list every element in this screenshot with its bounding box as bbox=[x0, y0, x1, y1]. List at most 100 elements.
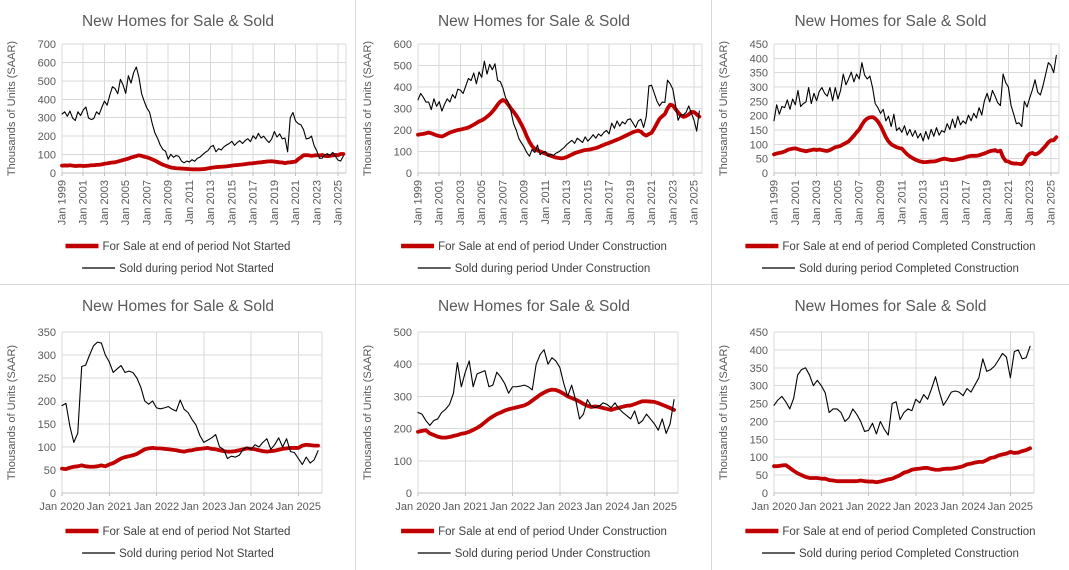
sold-series-line bbox=[773, 54, 1057, 142]
y-tick-label: 350 bbox=[750, 363, 768, 375]
x-tick-label: Jan 2022 bbox=[490, 501, 535, 513]
x-tick-label: Jan 2023 bbox=[1024, 180, 1036, 225]
y-tick-label: 450 bbox=[750, 327, 768, 339]
y-tick-label: 300 bbox=[38, 350, 56, 362]
y-tick-label: 0 bbox=[406, 488, 412, 500]
x-tick-label: Jan 2019 bbox=[982, 180, 994, 225]
y-tick-label: 50 bbox=[44, 465, 56, 477]
y-axis-title: Thousands of Units (SAAR) bbox=[6, 345, 18, 480]
chart-canvas: 0 50 100 150 200 250 300 350 400 450 Jan 1999 Jan 2… bbox=[718, 13, 1060, 275]
y-tick-label: 0 bbox=[406, 168, 412, 180]
y-tick-label: 350 bbox=[38, 327, 56, 339]
y-tick-label: 500 bbox=[38, 76, 56, 88]
legend-entry-for-sale: For Sale at end of period Completed Cons… bbox=[745, 526, 1036, 538]
x-tick-label: Jan 2001 bbox=[434, 180, 446, 225]
y-tick-label: 300 bbox=[750, 381, 768, 393]
x-tick-label: Jan 1999 bbox=[413, 180, 425, 225]
x-tick-label: Jan 2022 bbox=[134, 501, 179, 513]
x-tick-label: Jan 1999 bbox=[57, 180, 69, 225]
sold-series-line bbox=[773, 345, 1031, 436]
y-axis-title: Thousands of Units (SAAR) bbox=[362, 41, 374, 176]
legend-label: For Sale at end of period Not Started bbox=[103, 241, 291, 253]
y-tick-label: 0 bbox=[762, 488, 768, 500]
x-tick-label: Jan 2015 bbox=[939, 180, 951, 225]
y-tick-label: 600 bbox=[394, 39, 412, 51]
y-tick-label: 0 bbox=[50, 168, 56, 180]
chart-title: New Homes for Sale & Sold bbox=[438, 298, 630, 315]
x-tick-label: Jan 2025 bbox=[632, 501, 677, 513]
for-sale-series-line bbox=[416, 387, 676, 440]
y-tick-label: 100 bbox=[750, 139, 768, 151]
y-axis-title: Thousands of Units (SAAR) bbox=[718, 41, 730, 176]
x-tick-label: Jan 2009 bbox=[519, 180, 531, 225]
y-tick-label: 100 bbox=[750, 452, 768, 464]
legend-label: For Sale at end of period Completed Cons… bbox=[782, 526, 1035, 538]
x-tick-label: Jan 2021 bbox=[87, 501, 132, 513]
x-tick-label: Jan 2021 bbox=[646, 180, 658, 225]
x-tick-label: Jan 2025 bbox=[333, 180, 345, 225]
chart-panel-completed-2020[interactable]: 0 50 100 150 200 250 300 350 400 450 Jan 2020 Jan 2… bbox=[712, 285, 1069, 570]
chart-title: New Homes for Sale & Sold bbox=[438, 13, 630, 30]
y-tick-label: 100 bbox=[394, 456, 412, 468]
legend-entry-for-sale: For Sale at end of period Under Construc… bbox=[401, 241, 667, 253]
chart-panel-under-construction-2020[interactable]: 0 100 200 300 400 500 Jan 2020 Jan 2021 Jan 2022… bbox=[356, 285, 712, 570]
x-tick-label: Jan 2015 bbox=[226, 180, 238, 225]
legend-entry-sold: Sold during period Not Started bbox=[82, 548, 274, 560]
x-tick-label: Jan 2013 bbox=[918, 180, 930, 225]
y-tick-label: 200 bbox=[38, 131, 56, 143]
y-tick-label: 200 bbox=[394, 125, 412, 137]
x-tick-label: Jan 2003 bbox=[811, 180, 823, 225]
legend-entry-sold: Sold during period Under Construction bbox=[417, 263, 651, 275]
x-tick-label: Jan 2007 bbox=[141, 180, 153, 225]
legend-entry-sold: Sold during period Completed Constructio… bbox=[762, 548, 1019, 560]
y-tick-label: 450 bbox=[750, 39, 768, 51]
x-tick-label: Jan 2009 bbox=[163, 180, 175, 225]
y-tick-label: 400 bbox=[394, 359, 412, 371]
y-tick-label: 300 bbox=[750, 82, 768, 94]
y-tick-label: 400 bbox=[394, 82, 412, 94]
y-tick-label: 100 bbox=[38, 150, 56, 162]
x-tick-label: Jan 2024 bbox=[228, 501, 273, 513]
legend-label: For Sale at end of period Under Construc… bbox=[438, 241, 667, 253]
legend-entry-for-sale: For Sale at end of period Not Started bbox=[65, 241, 291, 253]
chart-panel-not-started-2020[interactable]: 0 50 100 150 200 250 300 350 Jan 2020 Jan 2021 Jan… bbox=[0, 285, 356, 570]
legend-label: Sold during period Not Started bbox=[119, 548, 274, 560]
y-tick-label: 300 bbox=[394, 391, 412, 403]
legend-label: Sold during period Not Started bbox=[119, 263, 274, 275]
y-tick-label: 0 bbox=[50, 488, 56, 500]
x-tick-label: Jan 2003 bbox=[455, 180, 467, 225]
chart-panel-not-started-1999[interactable]: 0 100 200 300 400 500 600 700 Jan 1999 Jan 2001 Ja… bbox=[0, 0, 356, 285]
chart-panel-completed-1999[interactable]: 0 50 100 150 200 250 300 350 400 450 Jan 1999 Jan 2… bbox=[712, 0, 1069, 285]
x-tick-label: Jan 2021 bbox=[290, 180, 302, 225]
x-tick-label: Jan 2025 bbox=[988, 501, 1033, 513]
y-tick-label: 250 bbox=[750, 96, 768, 108]
chart-title: New Homes for Sale & Sold bbox=[82, 13, 274, 30]
x-tick-label: Jan 2011 bbox=[540, 180, 552, 224]
y-tick-label: 100 bbox=[38, 442, 56, 454]
x-tick-label: Jan 2021 bbox=[443, 501, 488, 513]
x-tick-label: Jan 2023 bbox=[893, 501, 938, 513]
x-tick-label: Jan 2005 bbox=[120, 180, 132, 225]
chart-canvas: 0 100 200 300 400 500 Jan 2020 Jan 2021 Jan 2022… bbox=[362, 298, 679, 560]
legend-entry-for-sale: For Sale at end of period Not Started bbox=[65, 526, 290, 538]
x-tick-label: Jan 2023 bbox=[311, 180, 323, 225]
x-tick-label: Jan 2001 bbox=[78, 180, 90, 225]
x-tick-label: Jan 2021 bbox=[799, 501, 844, 513]
chart-title: New Homes for Sale & Sold bbox=[794, 298, 986, 315]
x-tick-label: Jan 2022 bbox=[846, 501, 891, 513]
x-tick-label: Jan 2017 bbox=[960, 180, 972, 225]
y-tick-label: 200 bbox=[38, 396, 56, 408]
chart-canvas: 0 100 200 300 400 500 600 Jan 1999 Jan 2001 Jan 2… bbox=[362, 13, 703, 275]
x-tick-label: Jan 2023 bbox=[667, 180, 679, 225]
x-tick-label: Jan 2020 bbox=[39, 501, 84, 513]
y-tick-label: 400 bbox=[38, 94, 56, 106]
legend-label: For Sale at end of period Under Construc… bbox=[438, 526, 667, 538]
chart-panel-under-construction-1999[interactable]: 0 100 200 300 400 500 600 Jan 1999 Jan 2001 Jan 2… bbox=[356, 0, 712, 285]
y-tick-label: 500 bbox=[394, 61, 412, 73]
x-tick-label: Jan 2023 bbox=[181, 501, 226, 513]
y-tick-label: 150 bbox=[750, 434, 768, 446]
legend-entry-for-sale: For Sale at end of period Completed Cons… bbox=[745, 241, 1036, 253]
legend-label: Sold during period Under Construction bbox=[455, 263, 651, 275]
y-tick-label: 400 bbox=[750, 345, 768, 357]
y-tick-label: 600 bbox=[38, 57, 56, 69]
